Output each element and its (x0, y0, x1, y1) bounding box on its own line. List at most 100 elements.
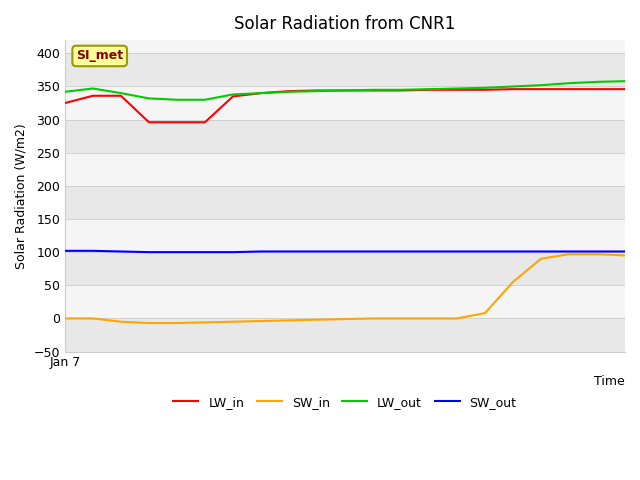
LW_out (313, 88, 321, 94)
LW_in (453, 87, 461, 93)
SW_out (117, 249, 125, 254)
LW_out (145, 96, 153, 101)
SW_in (397, 315, 405, 321)
LW_in (341, 87, 349, 93)
LW_in (89, 93, 97, 99)
LW_in (425, 87, 433, 93)
LW_in (285, 88, 292, 94)
LW_out (425, 86, 433, 92)
SW_out (257, 249, 265, 254)
LW_out (341, 87, 349, 93)
SW_out (565, 249, 573, 254)
SW_in (621, 252, 629, 258)
SW_out (593, 249, 601, 254)
LW_in (509, 86, 517, 92)
LW_out (593, 79, 601, 85)
SW_in (453, 315, 461, 321)
Title: Solar Radiation from CNR1: Solar Radiation from CNR1 (234, 15, 456, 33)
SW_out (145, 249, 153, 255)
SW_in (117, 319, 125, 324)
LW_in (369, 87, 377, 93)
LW_in (593, 86, 601, 92)
LW_in (537, 86, 545, 92)
LW_out (397, 87, 405, 93)
SW_in (341, 316, 349, 322)
LW_out (509, 84, 517, 89)
LW_out (453, 85, 461, 91)
Bar (65, 53, 625, 86)
SW_out (425, 249, 433, 254)
SW_out (621, 249, 629, 254)
LW_in (481, 87, 489, 93)
LW_out (257, 90, 265, 96)
SW_out (173, 249, 180, 255)
SW_in (565, 251, 573, 257)
Bar (65, 219, 625, 252)
Bar (65, 285, 625, 318)
Bar (65, 252, 625, 285)
LW_out (481, 85, 489, 91)
SW_in (229, 319, 237, 324)
LW_out (565, 80, 573, 86)
SW_in (201, 320, 209, 325)
SW_out (397, 249, 405, 254)
X-axis label: Time: Time (595, 375, 625, 388)
LW_in (621, 86, 629, 92)
LW_in (313, 87, 321, 93)
LW_in (61, 100, 68, 106)
SW_out (369, 249, 377, 254)
LW_out (201, 97, 209, 103)
Line: LW_out: LW_out (65, 81, 625, 100)
SW_out (481, 249, 489, 254)
SW_in (285, 317, 292, 323)
SW_in (481, 310, 489, 316)
LW_out (173, 97, 180, 103)
SW_out (89, 248, 97, 254)
LW_in (173, 120, 180, 125)
Legend: LW_in, SW_in, LW_out, SW_out: LW_in, SW_in, LW_out, SW_out (168, 391, 522, 414)
Line: SW_in: SW_in (65, 254, 625, 323)
LW_out (117, 90, 125, 96)
SW_out (61, 248, 68, 254)
SW_out (285, 249, 292, 254)
LW_in (229, 94, 237, 99)
SW_in (145, 320, 153, 326)
SW_in (537, 256, 545, 262)
SW_out (201, 249, 209, 255)
LW_out (229, 92, 237, 97)
SW_in (89, 315, 97, 321)
SW_in (593, 251, 601, 257)
SW_in (425, 315, 433, 321)
SW_out (453, 249, 461, 254)
LW_out (61, 89, 68, 95)
Bar (65, 186, 625, 219)
LW_out (369, 87, 377, 93)
Y-axis label: Solar Radiation (W/m2): Solar Radiation (W/m2) (15, 123, 28, 269)
Bar (65, 86, 625, 120)
Bar (65, 318, 625, 351)
Line: SW_out: SW_out (65, 251, 625, 252)
SW_out (229, 249, 237, 255)
Line: LW_in: LW_in (65, 89, 625, 122)
LW_in (257, 90, 265, 96)
LW_out (621, 78, 629, 84)
SW_out (341, 249, 349, 254)
LW_in (117, 93, 125, 99)
LW_in (397, 87, 405, 93)
SW_out (537, 249, 545, 254)
Bar (65, 153, 625, 186)
SW_in (173, 320, 180, 326)
SW_out (313, 249, 321, 254)
LW_out (89, 85, 97, 91)
SW_out (509, 249, 517, 254)
SW_in (257, 318, 265, 324)
Bar (65, 120, 625, 153)
LW_out (537, 82, 545, 88)
SW_in (313, 317, 321, 323)
SW_in (61, 315, 68, 321)
LW_in (145, 120, 153, 125)
Text: SI_met: SI_met (76, 49, 124, 62)
LW_out (285, 89, 292, 95)
LW_in (201, 120, 209, 125)
LW_in (565, 86, 573, 92)
